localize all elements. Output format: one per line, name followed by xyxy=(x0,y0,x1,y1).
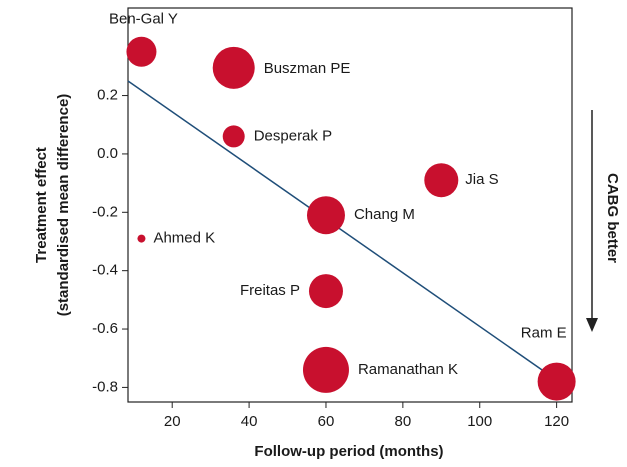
point-label: Freitas P xyxy=(240,282,300,299)
y-tick-label: -0.8 xyxy=(92,378,118,395)
arrow-head xyxy=(586,318,598,332)
bubble xyxy=(302,346,349,393)
point-label: Ram E xyxy=(521,325,567,342)
annotation: CABG better xyxy=(604,173,621,263)
y-tick-label: 0.0 xyxy=(97,145,118,162)
y-tick-label: 0.2 xyxy=(97,87,118,104)
x-tick-label: 120 xyxy=(544,413,569,430)
bubble xyxy=(537,362,576,401)
x-tick-label: 40 xyxy=(241,413,258,430)
y-tick-label: -0.4 xyxy=(92,262,118,279)
point-label: Buszman PE xyxy=(264,60,351,77)
x-tick-label: 20 xyxy=(164,413,181,430)
bubble xyxy=(212,46,255,89)
bubble xyxy=(222,125,245,148)
point-label: Ahmed K xyxy=(153,230,215,247)
point-label: Desperak P xyxy=(254,127,332,144)
x-tick-label: 60 xyxy=(318,413,335,430)
bubble xyxy=(308,274,343,309)
point-label: Ramanathan K xyxy=(358,361,458,378)
plot-frame xyxy=(127,7,573,403)
x-axis-label: Follow-up period (months) xyxy=(254,443,443,460)
y-axis-label: (standardised mean difference) xyxy=(55,94,72,317)
bubble xyxy=(306,196,345,235)
x-tick-label: 100 xyxy=(467,413,492,430)
bubble xyxy=(137,234,146,243)
y-tick-label: -0.6 xyxy=(92,320,118,337)
point-label: Jia S xyxy=(465,171,498,188)
x-tick-label: 80 xyxy=(395,413,412,430)
y-tick-label: -0.2 xyxy=(92,203,118,220)
point-label: Ben-Gal Y xyxy=(109,11,178,28)
point-label: Chang M xyxy=(354,206,415,223)
bubble xyxy=(126,36,157,67)
bubble xyxy=(424,163,459,198)
fit-line xyxy=(127,80,558,381)
y-axis-label: Treatment effect xyxy=(33,147,50,263)
